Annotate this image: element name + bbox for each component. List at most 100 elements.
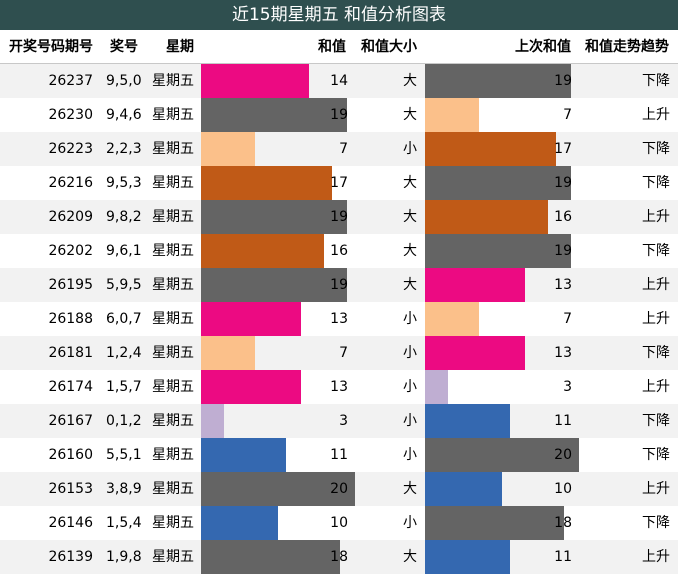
sum-cell: 20 [330, 481, 348, 497]
prev-sum-cell: 13 [554, 277, 572, 293]
trend-cell: 上升 [642, 311, 670, 327]
size-cell: 大 [403, 243, 417, 259]
trend-cell: 上升 [642, 549, 670, 565]
prev-sum-cell: 19 [554, 73, 572, 89]
numbers-cell: 2,2,3 [106, 141, 142, 157]
numbers-cell: 1,5,7 [106, 379, 142, 395]
period-cell: 26188 [48, 311, 93, 327]
page-title: 近15期星期五 和值分析图表 [0, 0, 678, 30]
sum-bar [201, 166, 332, 200]
numbers-cell: 1,9,8 [106, 549, 142, 565]
sum-cell: 19 [330, 107, 348, 123]
header-numbers: 奖号 [110, 39, 138, 55]
prev-sum-cell: 13 [554, 345, 572, 361]
sum-cell: 19 [330, 277, 348, 293]
sum-bar [201, 200, 347, 234]
prev-sum-bar [425, 64, 571, 98]
header-size: 和值大小 [361, 39, 417, 55]
period-cell: 26146 [48, 515, 93, 531]
trend-cell: 上升 [642, 481, 670, 497]
prev-sum-cell: 17 [554, 141, 572, 157]
sum-cell: 7 [339, 141, 348, 157]
numbers-cell: 9,6,1 [106, 243, 142, 259]
period-cell: 26223 [48, 141, 93, 157]
size-cell: 大 [403, 549, 417, 565]
size-cell: 大 [403, 481, 417, 497]
period-cell: 26216 [48, 175, 93, 191]
prev-sum-cell: 16 [554, 209, 572, 225]
weekday-cell: 星期五 [152, 413, 194, 429]
weekday-cell: 星期五 [152, 107, 194, 123]
prev-sum-cell: 11 [554, 549, 572, 565]
sum-bar [201, 540, 340, 574]
table-row: 26146 1,5,4 星期五 10 小 18 下降 [0, 506, 678, 540]
table-row: 26223 2,2,3 星期五 7 小 17 下降 [0, 132, 678, 166]
trend-cell: 上升 [642, 277, 670, 293]
sum-bar [201, 98, 347, 132]
size-cell: 小 [403, 447, 417, 463]
sum-cell: 10 [330, 515, 348, 531]
sum-cell: 13 [330, 311, 348, 327]
trend-cell: 下降 [642, 447, 670, 463]
weekday-cell: 星期五 [152, 447, 194, 463]
numbers-cell: 6,0,7 [106, 311, 142, 327]
table-row: 26209 9,8,2 星期五 19 大 16 上升 [0, 200, 678, 234]
prev-sum-cell: 11 [554, 413, 572, 429]
prev-sum-cell: 7 [563, 311, 572, 327]
prev-sum-bar [425, 302, 479, 336]
header-period: 开奖号码期号 [9, 39, 93, 55]
sum-bar [201, 234, 324, 268]
sum-cell: 18 [330, 549, 348, 565]
weekday-cell: 星期五 [152, 73, 194, 89]
weekday-cell: 星期五 [152, 141, 194, 157]
period-cell: 26160 [48, 447, 93, 463]
numbers-cell: 5,9,5 [106, 277, 142, 293]
trend-cell: 下降 [642, 175, 670, 191]
sum-bar [201, 268, 347, 302]
weekday-cell: 星期五 [152, 311, 194, 327]
sum-cell: 3 [339, 413, 348, 429]
table-row: 26188 6,0,7 星期五 13 小 7 上升 [0, 302, 678, 336]
size-cell: 大 [403, 73, 417, 89]
numbers-cell: 9,8,2 [106, 209, 142, 225]
prev-sum-bar [425, 336, 525, 370]
trend-cell: 上升 [642, 209, 670, 225]
period-cell: 26181 [48, 345, 93, 361]
prev-sum-cell: 18 [554, 515, 572, 531]
sum-bar [201, 404, 224, 438]
size-cell: 小 [403, 413, 417, 429]
period-cell: 26237 [48, 73, 93, 89]
header-weekday: 星期 [166, 39, 194, 55]
sum-cell: 17 [330, 175, 348, 191]
prev-sum-cell: 19 [554, 175, 572, 191]
prev-sum-bar [425, 98, 479, 132]
trend-cell: 下降 [642, 345, 670, 361]
prev-sum-bar [425, 438, 579, 472]
size-cell: 大 [403, 175, 417, 191]
header-prev-sum: 上次和值 [515, 39, 571, 55]
weekday-cell: 星期五 [152, 345, 194, 361]
table-header: 开奖号码期号 奖号 星期 和值 和值大小 上次和值 和值走势趋势 [0, 30, 678, 64]
numbers-cell: 9,5,3 [106, 175, 142, 191]
prev-sum-bar [425, 472, 502, 506]
sum-cell: 19 [330, 209, 348, 225]
period-cell: 26202 [48, 243, 93, 259]
table-row: 26167 0,1,2 星期五 3 小 11 下降 [0, 404, 678, 438]
prev-sum-bar [425, 234, 571, 268]
sum-bar [201, 64, 309, 98]
size-cell: 大 [403, 107, 417, 123]
prev-sum-bar [425, 506, 564, 540]
numbers-cell: 5,5,1 [106, 447, 142, 463]
weekday-cell: 星期五 [152, 481, 194, 497]
prev-sum-bar [425, 370, 448, 404]
trend-cell: 上升 [642, 107, 670, 123]
sum-bar [201, 472, 355, 506]
size-cell: 小 [403, 345, 417, 361]
table-row: 26195 5,9,5 星期五 19 大 13 上升 [0, 268, 678, 302]
period-cell: 26195 [48, 277, 93, 293]
prev-sum-cell: 20 [554, 447, 572, 463]
weekday-cell: 星期五 [152, 175, 194, 191]
numbers-cell: 0,1,2 [106, 413, 142, 429]
prev-sum-cell: 3 [563, 379, 572, 395]
weekday-cell: 星期五 [152, 515, 194, 531]
